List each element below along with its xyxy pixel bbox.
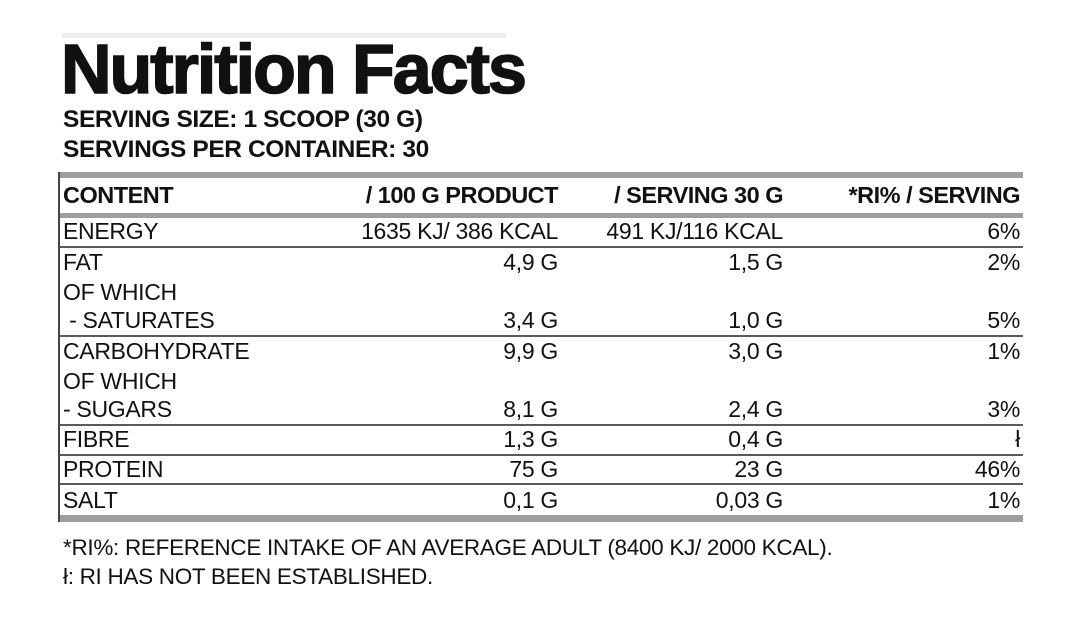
table-row: OF WHICH (60, 277, 1023, 307)
table-row: SALT 0,1 G 0,03 G 1% (60, 485, 1023, 515)
table-header-divider-bar (60, 213, 1023, 218)
cell-per-100g: 9,9 G (503, 338, 558, 365)
cell-ri-percent: 1% (987, 486, 1020, 513)
table-header-row: CONTENT / 100 G PRODUCT / SERVING 30 G *… (60, 178, 1023, 213)
cell-ri-percent: 1% (987, 338, 1020, 365)
cell-ri-percent: 5% (987, 307, 1020, 334)
table-bottom-bar (60, 514, 1023, 522)
cell-content: PROTEIN (63, 455, 164, 482)
cell-ri-percent: 6% (987, 218, 1020, 245)
cell-ri-percent: 46% (974, 455, 1020, 482)
table-row: FIBRE 1,3 G 0,4 G ł (60, 426, 1023, 456)
footnote-ri-not-established: ł: RI HAS NOT BEEN ESTABLISHED. (63, 564, 433, 589)
cell-content: FAT (63, 249, 103, 276)
cell-per-serving: 0,4 G (728, 426, 783, 453)
page-title: Nutrition Facts (60, 30, 528, 108)
table-row: OF WHICH (60, 366, 1023, 396)
cell-per-serving: 1,0 G (728, 307, 783, 334)
cell-content: FIBRE (63, 426, 130, 453)
column-header-content: CONTENT (63, 182, 174, 208)
cell-per-100g: 4,9 G (503, 249, 558, 276)
cell-content: - SATURATES (63, 307, 215, 334)
table-row: PROTEIN 75 G 23 G 46% (60, 456, 1023, 486)
cell-per-serving: 1,5 G (728, 249, 783, 276)
column-header-ri-percent: *RI% / SERVING (848, 182, 1021, 208)
footnote-reference-intake: *RI%: REFERENCE INTAKE OF AN AVERAGE ADU… (63, 535, 833, 560)
servings-per-container-line: SERVINGS PER CONTAINER: 30 (63, 136, 429, 163)
cell-ri-percent: 3% (987, 396, 1020, 423)
cell-content: SALT (63, 486, 118, 513)
cell-content: ENERGY (63, 218, 159, 245)
table-top-bar (60, 172, 1023, 178)
table-row: - SUGARS 8,1 G 2,4 G 3% (60, 396, 1023, 426)
cell-per-100g: 3,4 G (503, 307, 558, 334)
table-row: CARBOHYDRATE 9,9 G 3,0 G 1% (60, 337, 1023, 367)
cell-per-serving: 23 G (734, 455, 783, 482)
cell-per-serving: 0,03 G (715, 486, 784, 513)
cell-content: CARBOHYDRATE (63, 338, 250, 365)
cell-content: OF WHICH (63, 278, 177, 305)
nutrition-table: CONTENT / 100 G PRODUCT / SERVING 30 G *… (58, 172, 1023, 522)
cell-per-100g: 1635 KJ/ 386 KCAL (361, 218, 558, 245)
cell-per-100g: 75 G (509, 455, 558, 482)
cell-ri-percent: ł (1015, 426, 1020, 453)
scan-artifact-streak (62, 33, 506, 38)
table-row: - SATURATES 3,4 G 1,0 G 5% (60, 307, 1023, 337)
cell-per-serving: 2,4 G (728, 396, 783, 423)
table-row: ENERGY 1635 KJ/ 386 KCAL 491 KJ/116 KCAL… (60, 218, 1023, 248)
table-body: ENERGY 1635 KJ/ 386 KCAL 491 KJ/116 KCAL… (60, 218, 1023, 515)
column-header-per-100g: / 100 G PRODUCT (365, 182, 559, 208)
cell-per-100g: 1,3 G (503, 426, 558, 453)
table-row: FAT 4,9 G 1,5 G 2% (60, 248, 1023, 278)
cell-per-serving: 491 KJ/116 KCAL (606, 218, 783, 245)
cell-content: OF WHICH (63, 367, 177, 394)
cell-per-100g: 8,1 G (503, 396, 558, 423)
serving-size-line: SERVING SIZE: 1 SCOOP (30 G) (63, 106, 423, 133)
cell-per-100g: 0,1 G (503, 486, 558, 513)
column-header-per-serving: / SERVING 30 G (614, 182, 783, 208)
cell-per-serving: 3,0 G (728, 338, 783, 365)
cell-content: - SUGARS (63, 396, 172, 423)
cell-ri-percent: 2% (987, 249, 1020, 276)
